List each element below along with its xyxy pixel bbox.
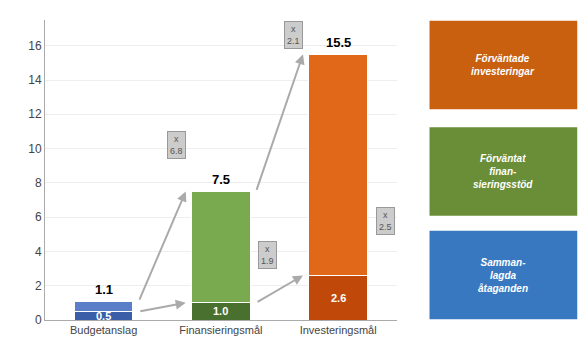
svg-text:0: 0 — [35, 313, 42, 327]
svg-text:Budgetanslag: Budgetanslag — [70, 324, 137, 336]
svg-text:7.5: 7.5 — [212, 172, 230, 187]
svg-text:Finansieringsmål: Finansieringsmål — [179, 324, 262, 336]
svg-text:x2.1: x2.1 — [287, 24, 300, 46]
svg-text:14: 14 — [28, 73, 42, 87]
svg-text:8: 8 — [35, 176, 42, 190]
svg-text:0.5: 0.5 — [96, 310, 111, 322]
svg-text:Förväntadeinvesteringar: Förväntadeinvesteringar — [471, 53, 535, 77]
svg-text:15.5: 15.5 — [326, 35, 351, 50]
svg-text:Investeringsmål: Investeringsmål — [300, 324, 377, 336]
svg-text:2: 2 — [35, 279, 42, 293]
svg-text:6: 6 — [35, 210, 42, 224]
svg-text:Förväntatfinan-sieringsstöd: Förväntatfinan-sieringsstöd — [473, 153, 533, 190]
svg-text:Samman-lagdaåtaganden: Samman-lagdaåtaganden — [478, 257, 528, 294]
svg-text:x2.5: x2.5 — [379, 210, 392, 232]
svg-text:1.0: 1.0 — [213, 305, 228, 317]
svg-text:4: 4 — [35, 245, 42, 259]
svg-text:x1.9: x1.9 — [261, 244, 274, 266]
svg-text:10: 10 — [28, 142, 42, 156]
svg-text:x6.8: x6.8 — [170, 134, 183, 156]
svg-text:1.1: 1.1 — [95, 282, 113, 297]
svg-text:16: 16 — [28, 39, 42, 53]
svg-text:2.6: 2.6 — [331, 292, 346, 304]
svg-text:12: 12 — [28, 107, 42, 121]
